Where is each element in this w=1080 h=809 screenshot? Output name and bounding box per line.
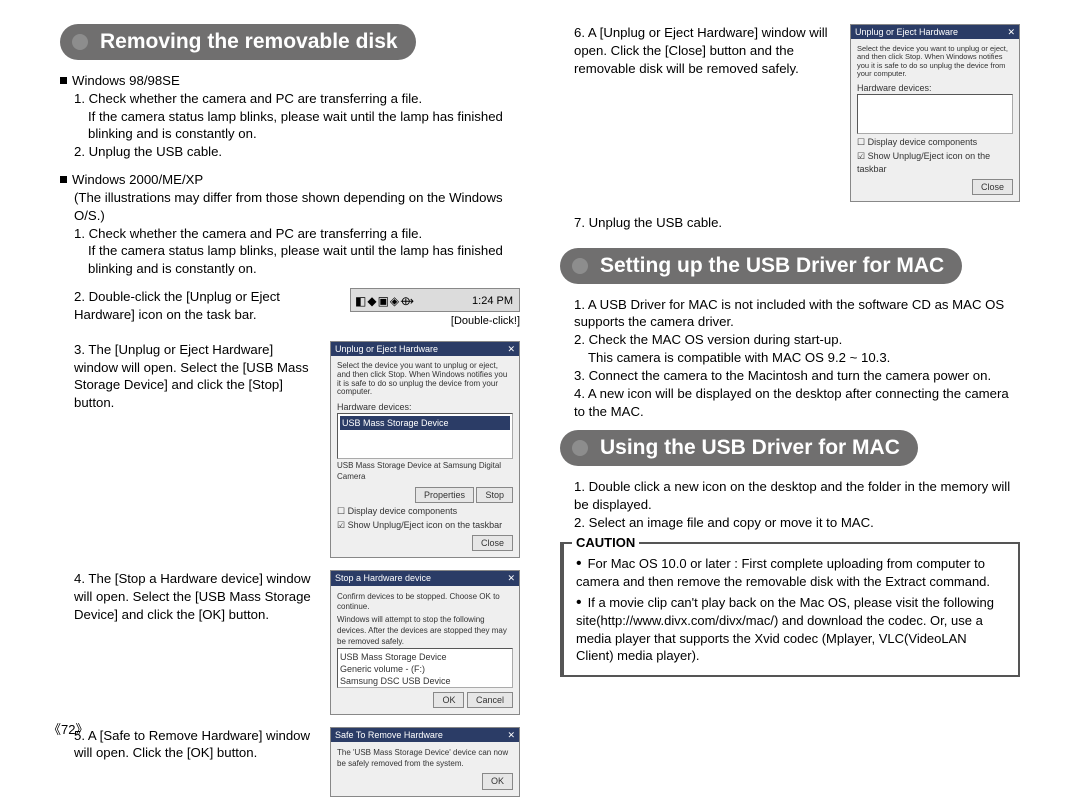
systray-icons: ◧◆▣◈⟴ xyxy=(355,291,415,311)
close-icon: ✕ xyxy=(1007,26,1015,38)
close-icon: ✕ xyxy=(507,729,515,741)
dlg3-title: Safe To Remove Hardware xyxy=(335,729,443,741)
cancel-button[interactable]: Cancel xyxy=(467,692,513,708)
dlg4-desc: Select the device you want to unplug or … xyxy=(857,45,1013,78)
chk-display-components[interactable]: ☐ Display device components xyxy=(337,505,513,517)
dlg2-desc: Confirm devices to be stopped. Choose OK… xyxy=(337,592,513,614)
mac-use-1: 1. Double click a new icon on the deskto… xyxy=(560,478,1020,514)
mac-setup-1: 1. A USB Driver for MAC is not included … xyxy=(560,296,1020,332)
dlg-desc: Select the device you want to unplug or … xyxy=(337,362,513,397)
win2k-heading: Windows 2000/ME/XP xyxy=(60,171,520,189)
systray-time: 1:24 PM xyxy=(472,295,513,307)
systray-caption: [Double-click!] xyxy=(350,314,520,329)
mac-setup-2b: This camera is compatible with MAC OS 9.… xyxy=(560,349,1020,367)
win98-step1-note: If the camera status lamp blinks, please… xyxy=(60,108,520,144)
step7: 7. Unplug the USB cable. xyxy=(560,214,1020,232)
step6: 6. A [Unplug or Eject Hardware] window w… xyxy=(560,24,840,77)
caution-title: CAUTION xyxy=(572,534,639,552)
mac-setup-3: 3. Connect the camera to the Macintosh a… xyxy=(560,367,1020,385)
page-number: 《72》 xyxy=(48,719,88,738)
dlg2-dev3: Samsung DSC USB Device xyxy=(340,675,510,687)
chk-show-icon-2[interactable]: ☑ Show Unplug/Eject icon on the taskbar xyxy=(857,150,1013,174)
dlg3-text: The 'USB Mass Storage Device' device can… xyxy=(337,748,513,770)
win98-step2: 2. Unplug the USB cable. xyxy=(60,143,520,161)
dlg4-hw-label: Hardware devices: xyxy=(857,82,1013,94)
mac-setup-4: 4. A new icon will be displayed on the d… xyxy=(560,385,1020,421)
mac-use-2: 2. Select an image file and copy or move… xyxy=(560,514,1020,532)
heading-removing-disk: Removing the removable disk xyxy=(60,24,416,60)
win2k-step2: 2. Double-click the [Unplug or Eject Har… xyxy=(60,288,340,324)
win2k-os-note: (The illustrations may differ from those… xyxy=(60,189,520,225)
win2k-step5: 5. A [Safe to Remove Hardware] window wi… xyxy=(60,727,320,763)
dlg2-dev1: USB Mass Storage Device xyxy=(340,651,510,663)
mac-setup-2: 2. Check the MAC OS version during start… xyxy=(560,331,1020,349)
chk-show-icon[interactable]: ☑ Show Unplug/Eject icon on the taskbar xyxy=(337,519,513,531)
stop-device-dialog-screenshot: Stop a Hardware device ✕ Confirm devices … xyxy=(330,570,520,714)
close-icon: ✕ xyxy=(507,343,515,355)
close-icon: ✕ xyxy=(507,572,515,584)
win2k-step3: 3. The [Unplug or Eject Hardware] window… xyxy=(60,341,320,412)
win2k-step1: 1. Check whether the camera and PC are t… xyxy=(60,225,520,243)
caution-box: CAUTION For Mac OS 10.0 or later : First… xyxy=(560,542,1020,677)
ok-button[interactable]: OK xyxy=(433,692,464,708)
heading-using-mac: Using the USB Driver for MAC xyxy=(560,430,918,466)
dlg-device-line: USB Mass Storage Device xyxy=(340,416,510,430)
ok-button[interactable]: OK xyxy=(482,773,513,789)
caution-1: For Mac OS 10.0 or later : First complet… xyxy=(576,555,1006,590)
safe-remove-dialog-screenshot: Safe To Remove Hardware ✕ The 'USB Mass S… xyxy=(330,727,520,797)
systray-screenshot: ◧◆▣◈⟴ 1:24 PM xyxy=(350,288,520,312)
heading-setup-mac: Setting up the USB Driver for MAC xyxy=(560,248,962,284)
win98-heading: Windows 98/98SE xyxy=(60,72,520,90)
dlg-title: Unplug or Eject Hardware xyxy=(335,343,438,355)
dlg-device-sub: USB Mass Storage Device at Samsung Digit… xyxy=(337,461,513,483)
close-button-2[interactable]: Close xyxy=(972,179,1013,195)
close-button[interactable]: Close xyxy=(472,535,513,551)
unplug-dialog-screenshot: Unplug or Eject Hardware ✕ Select the dev… xyxy=(330,341,520,559)
win2k-step1-note: If the camera status lamp blinks, please… xyxy=(60,242,520,278)
dlg4-title: Unplug or Eject Hardware xyxy=(855,26,958,38)
unplug-dialog-screenshot-2: Unplug or Eject Hardware ✕ Select the dev… xyxy=(850,24,1020,202)
caution-2: If a movie clip can't play back on the M… xyxy=(576,594,1006,664)
win98-step1: 1. Check whether the camera and PC are t… xyxy=(60,90,520,108)
dlg2-dev2: Generic volume - (F:) xyxy=(340,663,510,675)
dlg-hw-label: Hardware devices: xyxy=(337,401,513,413)
stop-button[interactable]: Stop xyxy=(476,487,513,503)
win2k-step4: 4. The [Stop a Hardware device] window w… xyxy=(60,570,320,623)
dlg2-title: Stop a Hardware device xyxy=(335,572,431,584)
chk-display-components-2[interactable]: ☐ Display device components xyxy=(857,136,1013,148)
properties-button[interactable]: Properties xyxy=(415,487,474,503)
dlg2-desc2: Windows will attempt to stop the followi… xyxy=(337,615,513,647)
